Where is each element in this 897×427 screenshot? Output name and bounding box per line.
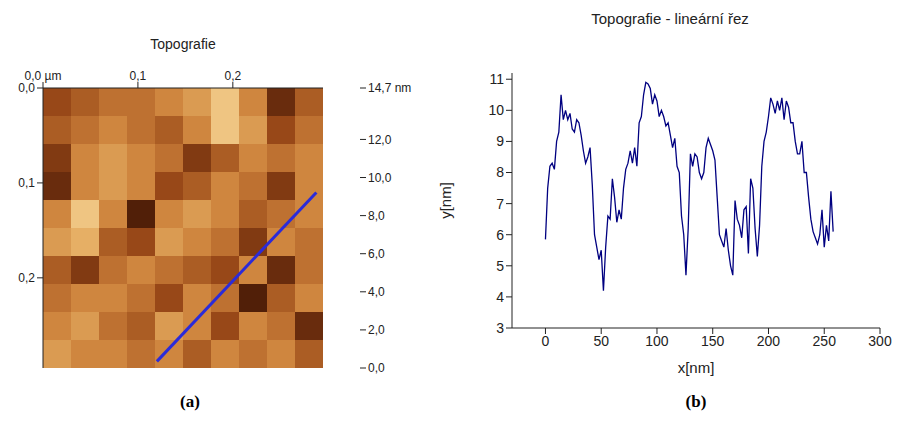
svg-text:10,0: 10,0 xyxy=(368,171,392,185)
svg-text:4: 4 xyxy=(496,289,504,305)
svg-text:12,0: 12,0 xyxy=(368,133,392,147)
svg-text:5: 5 xyxy=(496,258,504,274)
svg-text:50: 50 xyxy=(593,333,609,349)
svg-text:8: 8 xyxy=(496,164,504,180)
svg-text:14,7 nm: 14,7 nm xyxy=(368,81,411,95)
svg-text:10: 10 xyxy=(488,102,504,118)
svg-text:9: 9 xyxy=(496,133,504,149)
html-text:Topografie: Topografie xyxy=(150,36,216,52)
html-text:(a): (a) xyxy=(180,392,200,411)
svg-text:0,1: 0,1 xyxy=(18,176,35,190)
svg-text:y[nm]: y[nm] xyxy=(437,182,454,219)
svg-text:6: 6 xyxy=(496,227,504,243)
html-text:(b): (b) xyxy=(685,392,707,411)
svg-text:100: 100 xyxy=(645,333,669,349)
svg-text:300: 300 xyxy=(868,333,892,349)
svg-text:11: 11 xyxy=(489,71,504,87)
svg-text:0: 0 xyxy=(542,333,550,349)
svg-text:0,0: 0,0 xyxy=(368,361,385,375)
svg-text:0,2: 0,2 xyxy=(18,271,35,285)
svg-text:150: 150 xyxy=(701,333,725,349)
svg-text:2,0: 2,0 xyxy=(368,323,385,337)
svg-text:200: 200 xyxy=(757,333,781,349)
svg-text:7: 7 xyxy=(496,196,504,212)
svg-text:0,1: 0,1 xyxy=(130,69,147,83)
svg-text:250: 250 xyxy=(813,333,837,349)
svg-text:x[nm]: x[nm] xyxy=(678,359,715,376)
html-text:Topografie - lineární řez: Topografie - lineární řez xyxy=(591,10,749,27)
svg-text:0,2: 0,2 xyxy=(224,69,241,83)
svg-text:0,0 µm: 0,0 µm xyxy=(24,69,62,83)
svg-text:0,0: 0,0 xyxy=(18,81,35,95)
svg-text:6,0: 6,0 xyxy=(368,247,385,261)
svg-text:8,0: 8,0 xyxy=(368,209,385,223)
svg-text:3: 3 xyxy=(496,320,504,336)
svg-text:4,0: 4,0 xyxy=(368,285,385,299)
